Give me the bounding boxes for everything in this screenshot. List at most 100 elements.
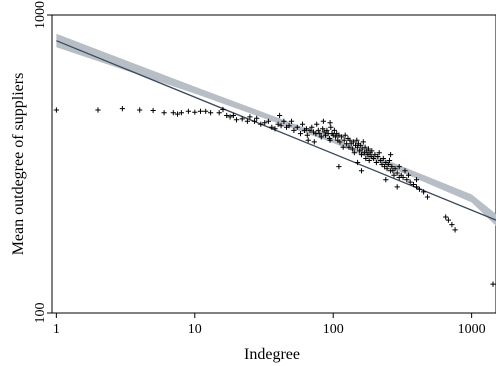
data-point bbox=[388, 152, 394, 158]
data-point bbox=[220, 106, 226, 113]
data-point bbox=[360, 139, 366, 145]
data-point bbox=[350, 139, 356, 145]
data-point bbox=[410, 181, 417, 188]
data-point bbox=[315, 127, 321, 133]
data-point bbox=[328, 124, 334, 130]
data-point bbox=[370, 155, 376, 162]
data-point bbox=[378, 157, 384, 164]
data-point bbox=[178, 110, 184, 116]
data-point bbox=[170, 110, 176, 116]
data-points bbox=[53, 106, 496, 287]
data-point bbox=[297, 131, 304, 137]
data-point bbox=[445, 217, 451, 223]
data-point bbox=[490, 281, 496, 287]
data-point bbox=[358, 142, 364, 148]
data-point bbox=[307, 127, 313, 133]
data-point bbox=[320, 118, 326, 124]
data-point bbox=[424, 194, 431, 200]
data-point bbox=[380, 155, 386, 162]
confidence-band bbox=[56, 33, 496, 226]
data-point bbox=[247, 114, 253, 120]
data-point bbox=[340, 144, 346, 150]
data-point bbox=[303, 126, 309, 132]
data-point bbox=[358, 152, 365, 158]
data-point bbox=[314, 121, 320, 127]
data-point bbox=[396, 164, 402, 170]
x-tick-label: 100 bbox=[323, 322, 344, 337]
data-point bbox=[413, 177, 420, 183]
data-point bbox=[254, 115, 260, 121]
data-point bbox=[251, 118, 258, 124]
data-point bbox=[208, 110, 214, 116]
data-point bbox=[413, 184, 420, 190]
data-point bbox=[277, 112, 283, 119]
data-point bbox=[278, 123, 284, 129]
data-point bbox=[299, 121, 306, 127]
data-point bbox=[407, 179, 413, 185]
data-point bbox=[336, 132, 342, 138]
data-point bbox=[331, 127, 337, 133]
data-point bbox=[324, 127, 330, 133]
data-point bbox=[272, 126, 278, 132]
data-point bbox=[286, 123, 292, 129]
data-point bbox=[333, 134, 339, 140]
data-point bbox=[344, 141, 350, 147]
data-point bbox=[452, 227, 458, 233]
data-point bbox=[394, 170, 400, 176]
data-point bbox=[227, 114, 233, 120]
y-tick-label: 100 bbox=[33, 303, 48, 324]
x-tick-label: 10 bbox=[188, 322, 202, 337]
data-point bbox=[258, 121, 264, 127]
data-point bbox=[355, 159, 361, 166]
data-point bbox=[366, 157, 372, 164]
data-point bbox=[309, 124, 315, 130]
data-point bbox=[291, 127, 297, 133]
data-point bbox=[281, 118, 287, 124]
data-point bbox=[341, 137, 347, 143]
data-point bbox=[150, 107, 156, 114]
data-point bbox=[363, 155, 369, 162]
data-point bbox=[269, 124, 275, 130]
y-tick-label: 1000 bbox=[33, 1, 48, 29]
data-point bbox=[119, 106, 125, 112]
data-point bbox=[185, 108, 191, 114]
data-point bbox=[342, 132, 348, 138]
x-axis: 1 10 100 1000 bbox=[53, 313, 486, 337]
data-point bbox=[376, 150, 382, 156]
x-tick-label: 1 bbox=[53, 322, 60, 337]
data-point bbox=[351, 150, 357, 156]
data-point bbox=[336, 164, 342, 170]
data-point bbox=[320, 126, 326, 132]
data-point bbox=[373, 159, 379, 166]
fit-line bbox=[56, 40, 496, 221]
data-point bbox=[391, 172, 397, 178]
data-point bbox=[95, 107, 101, 113]
data-point bbox=[294, 124, 300, 130]
data-point bbox=[262, 120, 268, 126]
x-tick-label: 1000 bbox=[458, 322, 486, 337]
data-point bbox=[404, 177, 410, 183]
data-point bbox=[350, 146, 356, 152]
data-point bbox=[405, 172, 412, 178]
data-point bbox=[311, 139, 317, 145]
data-point bbox=[327, 137, 333, 143]
data-point bbox=[402, 168, 408, 174]
data-point bbox=[318, 134, 324, 140]
data-point bbox=[358, 168, 365, 174]
plot-region bbox=[51, 14, 496, 314]
data-point bbox=[389, 164, 395, 170]
data-point bbox=[369, 148, 375, 154]
data-point bbox=[216, 110, 222, 116]
data-point bbox=[137, 107, 143, 113]
data-point bbox=[346, 144, 352, 150]
data-point bbox=[386, 157, 393, 164]
x-axis-title: Indegree bbox=[244, 346, 300, 363]
data-point bbox=[362, 144, 368, 150]
y-axis-title: Mean outdegree of suppliers bbox=[10, 73, 27, 256]
data-point bbox=[443, 214, 449, 220]
data-point bbox=[372, 152, 378, 158]
data-point bbox=[203, 108, 209, 114]
data-point bbox=[354, 137, 360, 143]
data-point bbox=[288, 118, 295, 124]
